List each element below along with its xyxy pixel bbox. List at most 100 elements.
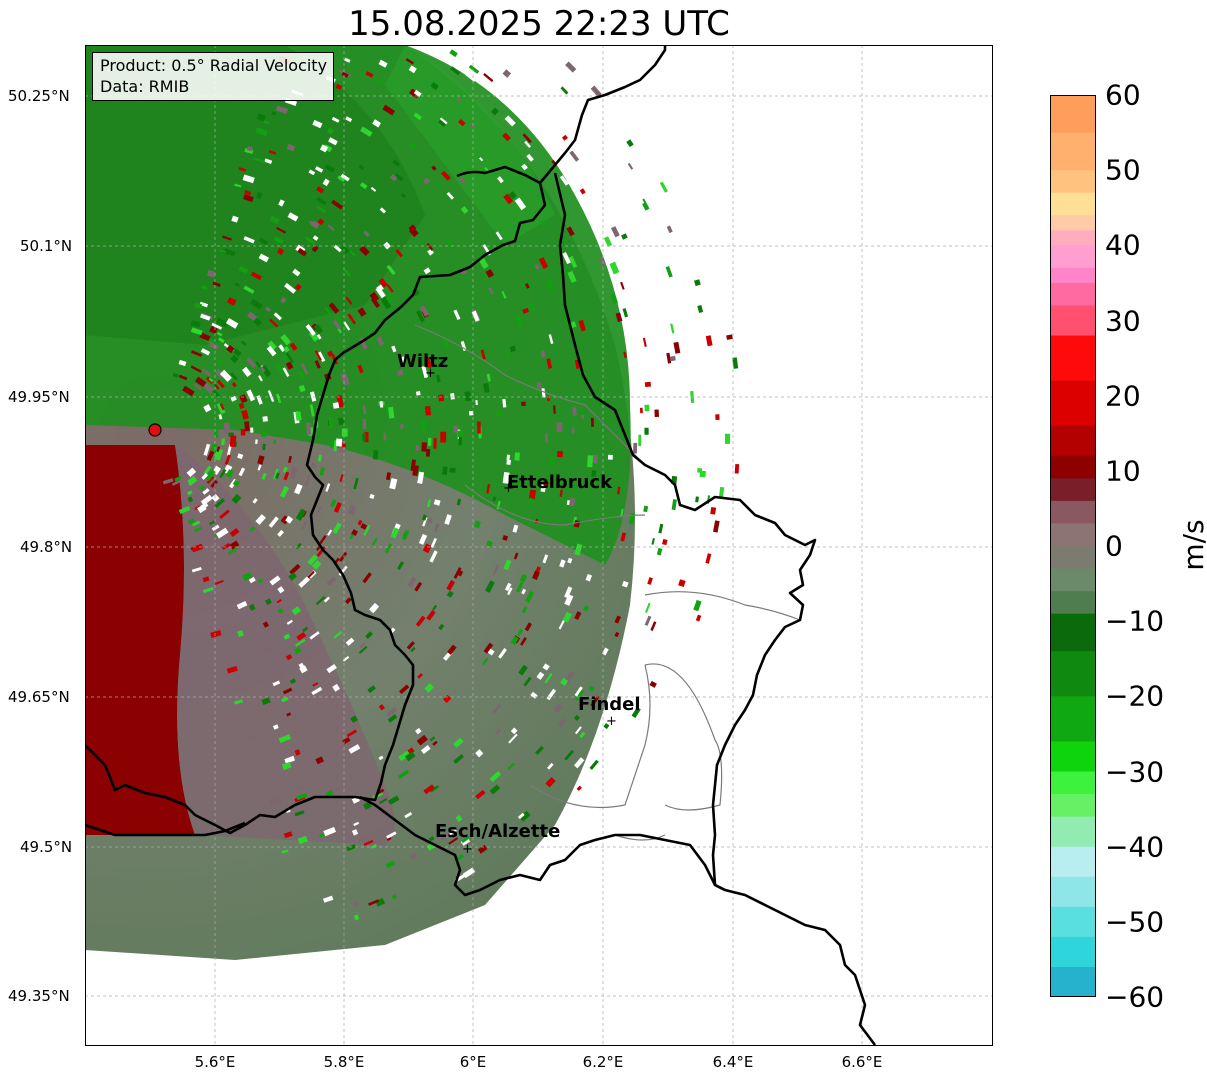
radar-speck xyxy=(369,493,375,500)
radar-speck xyxy=(477,421,481,434)
radar-speck xyxy=(253,317,262,327)
radar-speck xyxy=(225,469,234,479)
colorbar-band xyxy=(1050,245,1096,269)
velocity-echo-field xyxy=(85,45,740,960)
lat-label: 50.25°N xyxy=(8,87,70,105)
radar-speck xyxy=(182,480,189,487)
radar-speck xyxy=(469,122,476,129)
radar-speck xyxy=(468,410,474,416)
canton-borders xyxy=(414,324,801,841)
colorbar-band xyxy=(1050,425,1096,457)
radar-speck xyxy=(246,357,257,369)
radar-speck xyxy=(541,388,546,398)
radar-speck xyxy=(420,420,427,431)
radar-speck xyxy=(360,126,373,137)
radar-speck xyxy=(208,341,219,351)
radar-speck xyxy=(369,291,380,303)
radar-speck xyxy=(609,261,620,275)
radar-speck xyxy=(477,844,488,854)
radar-speck xyxy=(203,404,212,413)
colorbar-band xyxy=(1050,591,1096,615)
radar-speck xyxy=(212,281,221,287)
radar-speck xyxy=(651,538,655,545)
radar-speck xyxy=(484,166,489,172)
colorbar-tick-label: 0 xyxy=(1105,529,1123,563)
radar-speck xyxy=(359,182,368,190)
radar-speck xyxy=(620,532,627,542)
radar-speck xyxy=(569,497,576,507)
radar-speck xyxy=(200,313,211,321)
radar-speck xyxy=(325,483,331,492)
radar-speck xyxy=(353,914,360,921)
radar-speck xyxy=(449,49,458,58)
radar-speck xyxy=(639,407,643,414)
radar-speck xyxy=(528,489,537,501)
colorbar-band xyxy=(1050,192,1096,216)
radar-speck xyxy=(238,167,247,172)
radar-speck xyxy=(591,762,601,772)
radar-speck xyxy=(282,367,290,377)
radar-speck xyxy=(359,245,370,257)
radar-speck xyxy=(400,193,407,199)
radar-speck xyxy=(362,572,372,584)
radar-speck xyxy=(559,559,566,568)
radar-site-marker xyxy=(148,423,162,437)
radar-speck xyxy=(211,493,220,502)
colorbar-band xyxy=(1050,546,1096,570)
radar-speck xyxy=(523,676,532,687)
radar-speck xyxy=(319,467,325,476)
radar-speck xyxy=(334,786,342,792)
radar-speck xyxy=(434,523,440,532)
radar-speck xyxy=(201,368,212,377)
radar-speck xyxy=(489,784,501,795)
radar-speck xyxy=(461,835,471,844)
radar-speck xyxy=(705,553,712,564)
radar-speck xyxy=(399,684,410,695)
radar-speck xyxy=(229,435,237,448)
radar-speck xyxy=(599,257,606,267)
radar-speck xyxy=(214,383,220,390)
radar-speck xyxy=(564,594,574,606)
radar-speck xyxy=(365,71,374,78)
radar-speck xyxy=(407,576,417,588)
radar-speck xyxy=(230,372,238,381)
radar-speck xyxy=(261,472,267,480)
radar-speck xyxy=(443,694,452,704)
radar-speck xyxy=(406,641,415,650)
radar-speck xyxy=(392,159,401,167)
radar-speck xyxy=(699,470,706,478)
radar-speck xyxy=(349,533,354,540)
radar-speck xyxy=(587,455,594,468)
radar-speck xyxy=(408,224,417,233)
radar-speck xyxy=(281,849,289,854)
radar-speck xyxy=(536,671,545,680)
radar-speck xyxy=(300,520,309,531)
radar-speck xyxy=(695,496,699,503)
radar-speck xyxy=(453,754,464,764)
colorbar-band xyxy=(1050,613,1096,652)
radar-speck xyxy=(573,714,580,721)
radar-speck xyxy=(243,236,255,244)
radar-speck xyxy=(543,481,549,489)
radar-speck xyxy=(389,174,398,182)
radar-map[interactable]: + + + + Wiltz Ettelbruck Findel Esch/Alz… xyxy=(85,45,993,1046)
radar-speck xyxy=(561,134,568,141)
radar-speck xyxy=(372,537,378,546)
radar-speck xyxy=(390,527,400,539)
radar-speck xyxy=(734,464,740,474)
radar-speck xyxy=(285,361,294,370)
radar-speck xyxy=(483,272,491,280)
radar-speck xyxy=(308,169,316,176)
radar-speck xyxy=(564,749,574,761)
radar-speck xyxy=(522,307,530,314)
radar-speck xyxy=(329,440,334,448)
radar-speck xyxy=(462,867,476,879)
radar-speck xyxy=(622,308,629,318)
radar-speck xyxy=(432,740,438,746)
radar-speck xyxy=(268,318,279,328)
radar-speck xyxy=(194,302,203,310)
radar-speck xyxy=(575,170,586,182)
radar-speck xyxy=(310,462,317,469)
radar-speck xyxy=(546,279,555,292)
lon-label: 6.2°E xyxy=(582,1053,624,1071)
